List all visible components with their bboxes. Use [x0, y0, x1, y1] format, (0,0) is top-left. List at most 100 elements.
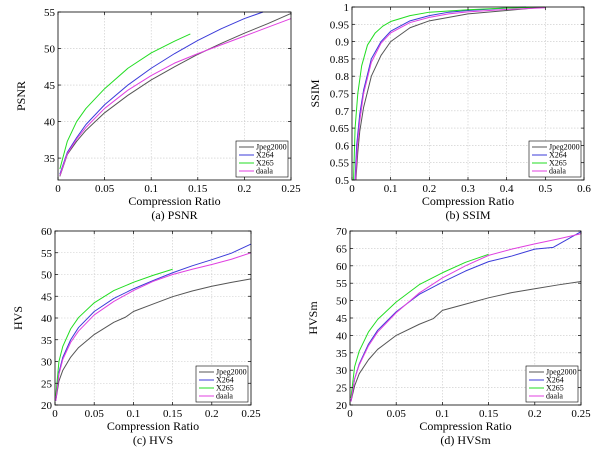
y-tick-label: 30 [336, 365, 348, 377]
y-tick-label: 65 [336, 243, 348, 255]
panel-caption: (a) PSNR [151, 208, 197, 222]
x-axis-label: Compression Ratio [419, 419, 511, 433]
x-tick-label: 0.2 [205, 408, 219, 420]
y-tick-label: 60 [336, 261, 348, 273]
x-tick-label: 0.1 [127, 408, 141, 420]
y-tick-label: 35 [336, 348, 348, 360]
y-tick-label: 40 [41, 313, 53, 325]
x-axis-label: Compression Ratio [107, 419, 199, 433]
legend-label: Jpeg2000 [256, 143, 287, 152]
x-tick-label: 0.25 [571, 408, 591, 420]
series-line-jpeg2000 [55, 278, 252, 401]
series-line-x264 [354, 6, 527, 181]
y-axis-label: SSIM [308, 79, 322, 107]
x-tick-label: 0.05 [85, 408, 105, 420]
series-line-x265 [59, 33, 191, 170]
panel-caption: (d) HVSm [440, 433, 491, 447]
y-tick-label: 0.65 [330, 123, 350, 135]
series-line-x264 [59, 11, 264, 175]
chart-panels: 0 0.05 0.1 0.15 0.2 0.25 35 40 45 50 55 Compression… [11, 2, 591, 447]
x-tick-label: 0.2 [422, 183, 436, 195]
y-tick-label: 50 [44, 44, 56, 56]
x-tick-label: 0.25 [281, 183, 301, 195]
legend-label: X265 [546, 384, 564, 393]
y-axis-label: HVS [11, 306, 25, 330]
y-tick-label: 55 [336, 278, 348, 290]
legend-label: daala [256, 167, 273, 176]
x-tick-label: 0.1 [144, 183, 158, 195]
legend-label: Jpeg2000 [546, 368, 577, 377]
series-line-daala [350, 233, 582, 402]
x-axis-label: Compression Ratio [128, 194, 220, 208]
axes-frame [57, 11, 292, 181]
series-line-x265 [350, 253, 489, 399]
series-line-daala [354, 7, 546, 181]
x-tick-label: 0 [52, 408, 58, 420]
y-tick-label: 1 [344, 2, 350, 14]
x-tick-label: 0 [349, 183, 355, 195]
legend-label: X265 [256, 159, 274, 168]
x-tick-label: 0.2 [528, 408, 542, 420]
y-tick-label: 0.5 [335, 175, 349, 187]
x-tick-label: 0.4 [500, 183, 514, 195]
series-line-daala [55, 252, 252, 401]
legend-label: X265 [216, 384, 234, 393]
y-tick-label: 50 [41, 270, 53, 282]
y-tick-label: 0.75 [330, 89, 350, 101]
y-tick-label: 0.6 [335, 140, 349, 152]
y-tick-label: 35 [44, 153, 56, 165]
x-tick-label: 0.5 [538, 183, 552, 195]
x-tick-label: 0 [55, 183, 61, 195]
legend-label: Jpeg2000 [549, 143, 580, 152]
y-tick-label: 60 [41, 226, 53, 238]
x-tick-label: 0.05 [95, 183, 115, 195]
x-tick-label: 0.25 [241, 408, 261, 420]
legend-label: X264 [256, 151, 274, 160]
y-tick-label: 30 [41, 357, 53, 369]
legend-label: daala [216, 392, 233, 401]
x-tick-label: 0.15 [163, 408, 183, 420]
series-line-x265 [55, 268, 173, 397]
legend-label: daala [546, 392, 563, 401]
y-tick-label: 40 [44, 117, 56, 129]
series-line-x264 [55, 243, 252, 401]
y-tick-label: 45 [336, 313, 348, 325]
series-line-daala [59, 18, 292, 176]
y-tick-label: 25 [41, 378, 53, 390]
y-tick-label: 0.85 [330, 54, 350, 66]
y-tick-label: 45 [44, 80, 56, 92]
y-tick-label: 45 [41, 291, 53, 303]
legend-label: X265 [549, 159, 567, 168]
x-tick-label: 0 [347, 408, 353, 420]
y-tick-label: 50 [336, 296, 348, 308]
series-line-x264 [350, 231, 582, 402]
y-tick-label: 55 [41, 248, 53, 260]
x-axis-label: Compression Ratio [422, 194, 514, 208]
series-line-jpeg2000 [350, 280, 582, 402]
y-tick-label: 20 [41, 400, 53, 412]
y-tick-label: 0.8 [335, 71, 349, 83]
y-tick-label: 0.9 [335, 37, 349, 49]
x-tick-label: 0.3 [461, 183, 475, 195]
legend-label: daala [549, 167, 566, 176]
y-tick-label: 0.95 [330, 19, 350, 31]
x-tick-label: 0.6 [577, 183, 591, 195]
y-axis-label: PSNR [14, 81, 28, 111]
y-tick-label: 0.7 [335, 106, 349, 118]
chart-panel-0: 0 0.05 0.1 0.15 0.2 0.25 35 40 45 50 55 Compression… [14, 7, 301, 222]
y-tick-label: 70 [336, 226, 348, 238]
y-tick-label: 0.55 [330, 158, 350, 170]
panel-caption: (c) HVS [133, 433, 173, 447]
x-tick-label: 0.15 [188, 183, 208, 195]
x-tick-label: 0.15 [479, 408, 499, 420]
chart-panel-2: 0 0.05 0.1 0.15 0.2 0.25 20 25 30 35 40 45 50 55 60 Com… [11, 226, 261, 447]
y-tick-label: 40 [336, 330, 348, 342]
legend-label: Jpeg2000 [216, 368, 247, 377]
legend-label: X264 [546, 376, 564, 385]
chart-panel-3: 0 0.05 0.1 0.15 0.2 0.25 20 25 30 35 40 45 50 55 60 65 7… [306, 226, 591, 447]
